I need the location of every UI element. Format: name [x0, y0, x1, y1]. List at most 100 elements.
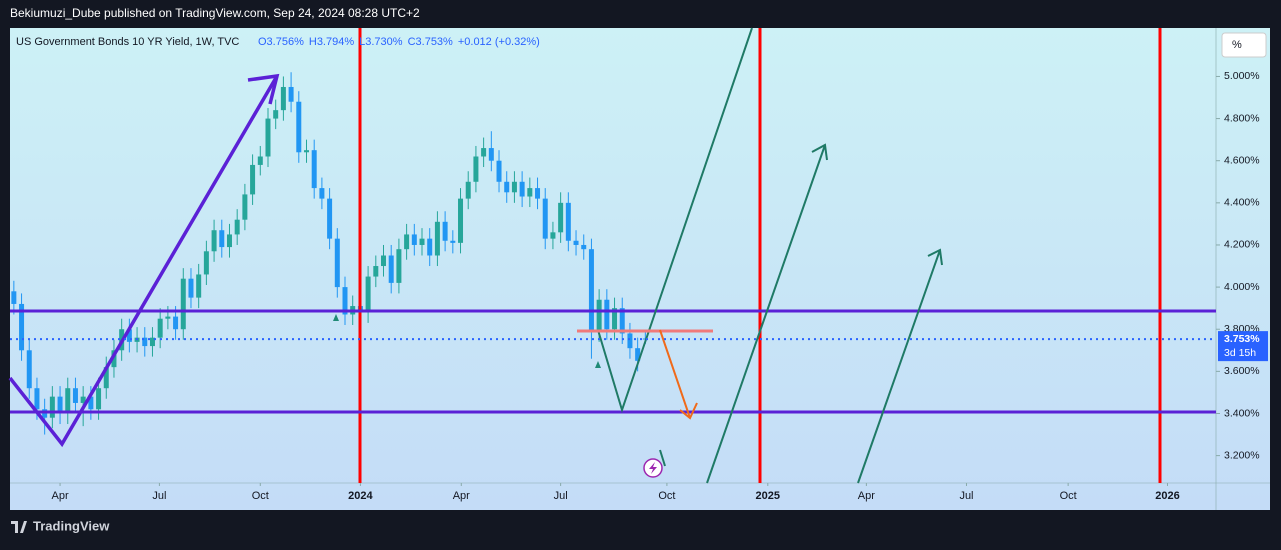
candle-body [527, 188, 533, 197]
candle-body [381, 255, 387, 267]
drawings [8, 27, 1216, 484]
legend-value: C3.753% [408, 36, 453, 48]
x-tick-label: Apr [51, 490, 68, 502]
x-tick-label: Oct [1060, 490, 1077, 502]
candle-body [511, 181, 517, 193]
candle-body [627, 333, 633, 349]
candle-body [111, 350, 117, 368]
x-tick-label: 2026 [1155, 490, 1179, 502]
candle-body [450, 240, 456, 243]
candle-body [280, 86, 286, 111]
candle-body [311, 150, 317, 189]
candle-body [142, 337, 148, 347]
candle-body [49, 396, 55, 418]
candle-body [34, 388, 40, 410]
y-tick-label: 4.000% [1224, 281, 1260, 293]
candle-body [96, 388, 102, 410]
candle-body [365, 276, 371, 313]
candle-body [149, 337, 155, 347]
y-tick-label: 3.200% [1224, 449, 1260, 461]
candle-body [396, 249, 402, 283]
y-tick-label: 4.600% [1224, 154, 1260, 166]
candle-body [250, 164, 256, 195]
wave-line [8, 75, 279, 448]
candle-body [226, 234, 232, 248]
candle-body [65, 388, 71, 414]
candle-body [165, 316, 171, 319]
candle-body [442, 221, 448, 241]
y-tick-label: 4.800% [1224, 112, 1260, 124]
candle-body [342, 287, 348, 315]
candle-body [188, 278, 194, 298]
candle-body [126, 329, 132, 342]
y-tick-label: 3.400% [1224, 407, 1260, 419]
candle-body [565, 202, 571, 241]
chart-area [10, 28, 1270, 510]
last-price-label: 3.753% [1224, 333, 1260, 345]
candle-body [57, 396, 63, 414]
countdown: 3d 15h [1224, 347, 1256, 359]
x-tick-label: Jul [152, 490, 166, 502]
y-tick-label: 5.000% [1224, 70, 1260, 82]
candle-body [319, 188, 325, 199]
percent-button[interactable] [1221, 32, 1267, 58]
candle-body [11, 291, 17, 304]
candle-body [542, 198, 548, 239]
marker [333, 314, 339, 321]
candle-body [173, 316, 179, 330]
candle-body [496, 160, 502, 182]
y-tick-label: 3.600% [1224, 365, 1260, 377]
candle-body [103, 367, 109, 389]
candle-body [296, 101, 302, 153]
candle-body [80, 396, 86, 403]
y-tick-label: 4.200% [1224, 239, 1260, 251]
candle-body [211, 230, 217, 252]
legend-value: L3.730% [359, 36, 403, 48]
candle-body [373, 266, 379, 277]
candle-body [458, 198, 464, 243]
brand: TradingView [33, 518, 110, 533]
candle-body [219, 230, 225, 248]
legend-value: O3.756% [258, 36, 304, 48]
down-arrow [659, 329, 691, 419]
candle-body [265, 118, 271, 157]
x-tick-label: Apr [858, 490, 875, 502]
candle-body [388, 255, 394, 283]
candle-body [88, 396, 94, 410]
projection-line [857, 249, 941, 484]
x-tick-label: Jul [959, 490, 973, 502]
candle-body [481, 148, 487, 157]
header: Bekiumuzi_Dube published on TradingView.… [10, 6, 420, 20]
candle-body [612, 308, 618, 330]
legend-value: +0.012 (+0.32%) [458, 36, 540, 48]
x-tick-label: 2025 [756, 490, 780, 502]
candle-body [327, 198, 333, 239]
x-tick-label: 2024 [348, 490, 373, 502]
candle-body [465, 181, 471, 199]
brand-logo [11, 521, 27, 533]
projection-line [659, 449, 666, 467]
candle-body [473, 156, 479, 182]
candle-body [581, 244, 587, 250]
last-price-box [1218, 331, 1268, 362]
candle-body [488, 148, 494, 161]
candle-body [288, 86, 294, 102]
symbol-title: US Government Bonds 10 YR Yield, 1W, TVC [16, 36, 239, 48]
marker [595, 361, 601, 368]
candle-body [72, 388, 78, 403]
arrow-head [679, 402, 698, 420]
candle-body [427, 238, 433, 256]
candle-body [157, 318, 163, 338]
candle-body [26, 350, 32, 389]
candle-body [19, 303, 25, 351]
candle-body [635, 348, 641, 361]
candle-body [588, 249, 594, 332]
candle-body [404, 234, 410, 250]
candle-body [180, 278, 186, 330]
projection-line [706, 144, 826, 484]
arrow-head [927, 248, 943, 266]
candle-body [273, 110, 279, 119]
candle-body [535, 188, 541, 199]
candle-body [434, 221, 440, 256]
